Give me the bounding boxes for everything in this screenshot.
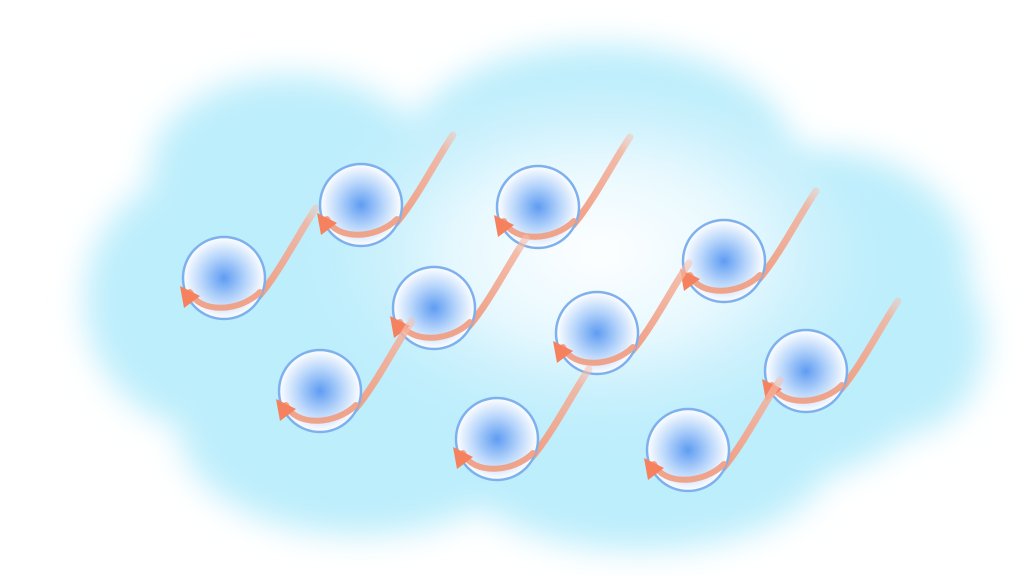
- particle-sphere: [318, 162, 404, 248]
- particle: [180, 204, 320, 321]
- particle: [680, 187, 820, 304]
- triangle-arrowhead-icon: [390, 316, 410, 338]
- triangle-arrowhead-icon: [553, 341, 573, 363]
- triangle-arrowhead-icon: [644, 458, 664, 480]
- triangle-arrowhead-icon: [453, 447, 473, 469]
- triangle-arrowhead-icon: [180, 286, 200, 308]
- particle-sphere: [495, 164, 581, 250]
- particle: [276, 317, 416, 434]
- particle: [317, 131, 457, 248]
- particle-sphere: [763, 328, 849, 414]
- triangle-arrowhead-icon: [276, 399, 296, 421]
- particle-sphere: [454, 396, 540, 482]
- triangle-arrowhead-icon: [317, 213, 337, 235]
- particle-sphere: [181, 235, 267, 321]
- particle: [644, 376, 784, 493]
- particle-sphere: [277, 348, 363, 434]
- particle-sphere: [391, 265, 477, 351]
- particle-sphere: [554, 290, 640, 376]
- particles-layer: [180, 131, 902, 493]
- particle-sphere: [645, 407, 731, 493]
- particle: [494, 133, 634, 250]
- particle-sphere: [681, 218, 767, 304]
- particle: [453, 365, 593, 482]
- particle: [553, 259, 693, 376]
- triangle-arrowhead-icon: [494, 215, 514, 237]
- particle: [762, 297, 902, 414]
